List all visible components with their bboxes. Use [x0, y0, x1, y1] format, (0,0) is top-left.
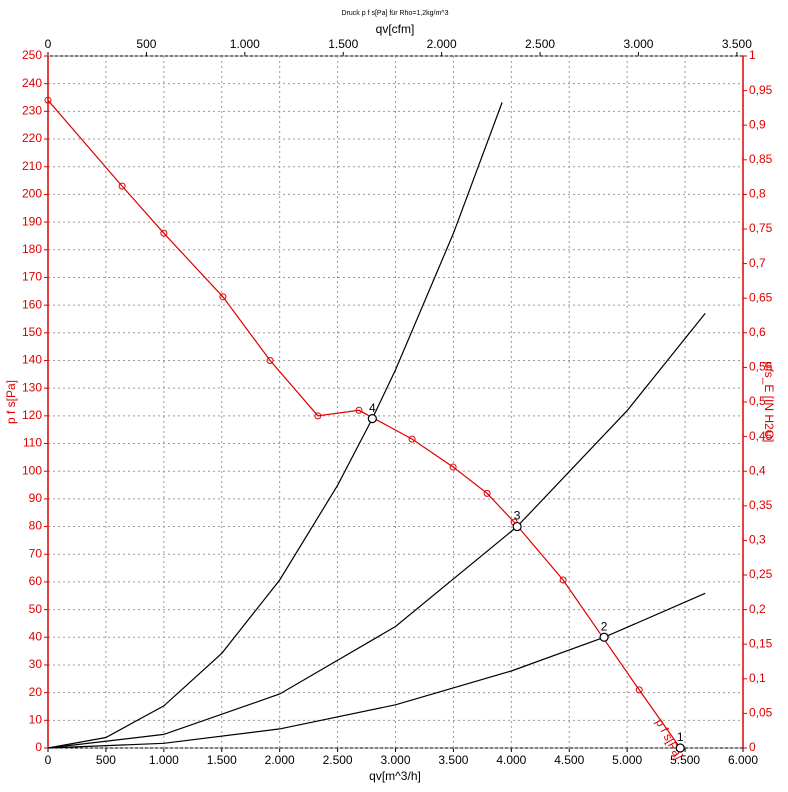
point-marker	[449, 463, 457, 471]
y-tick-label: 40	[29, 629, 43, 643]
y-tick-label: 180	[22, 242, 42, 256]
y-tick-label: 200	[22, 187, 42, 201]
y2-tick-label: 0,4	[749, 463, 766, 477]
y2-tick-label: 0,2	[749, 602, 766, 616]
series-line	[47, 102, 503, 749]
y2-tick-label: 0,15	[749, 636, 773, 650]
x-tick-label: 4.500	[554, 753, 584, 767]
series-line	[47, 99, 681, 749]
y2-axis-label: pfs_E [IN H2O]	[762, 362, 776, 443]
x2-tick-label: 3.000	[623, 37, 653, 51]
y-tick-label: 20	[29, 685, 43, 699]
x-tick-label: 2.500	[323, 753, 353, 767]
y2-tick-label: 0,75	[749, 221, 773, 235]
x2-tick-label: 1.000	[230, 37, 260, 51]
point-marker	[160, 229, 168, 237]
y2-tick-label: 0,6	[749, 325, 766, 339]
y-tick-label: 190	[22, 214, 42, 228]
x-tick-label: 1.500	[207, 753, 237, 767]
x-tick-label: 0	[45, 753, 52, 767]
x-tick-label: 5.000	[612, 753, 642, 767]
y-tick-label: 70	[29, 546, 43, 560]
y2-tick-label: 0,5	[749, 394, 766, 408]
y2-tick-label: 0,35	[749, 498, 773, 512]
y-tick-label: 80	[29, 519, 43, 533]
point-marker	[355, 406, 363, 414]
y2-tick-label: 0,65	[749, 290, 773, 304]
y-tick-label: 30	[29, 657, 43, 671]
y2-tick-label: 1	[749, 48, 756, 62]
x-axis-label: qv[m^3/h]	[369, 769, 421, 783]
y-tick-label: 240	[22, 76, 42, 90]
y2-tick-label: 0,8	[749, 187, 766, 201]
x2-axis-label: qv[cfm]	[376, 22, 415, 36]
y-tick-label: 230	[22, 104, 42, 118]
y-tick-label: 160	[22, 297, 42, 311]
x2-tick-label: 3.500	[722, 37, 752, 51]
y2-tick-label: 0,95	[749, 83, 773, 97]
chart-title: Druck p f s[Pa] für Rho=1,2kg/m^3	[342, 10, 449, 17]
point-marker	[219, 293, 227, 301]
y-tick-label: 120	[22, 408, 42, 422]
operating-point-label: 2	[601, 619, 608, 633]
y-tick-label: 130	[22, 380, 42, 394]
series-line	[47, 313, 706, 749]
y-tick-label: 150	[22, 325, 42, 339]
y-tick-label: 220	[22, 131, 42, 145]
operating-point-label: 1	[677, 730, 684, 744]
y2-tick-label: 0	[749, 740, 756, 754]
point-marker	[44, 96, 52, 104]
operating-point	[599, 632, 609, 642]
y2-tick-label: 0,05	[749, 706, 773, 720]
y-tick-label: 210	[22, 159, 42, 173]
point-marker	[118, 182, 126, 190]
y-axis-label: p f s[Pa]	[4, 380, 18, 424]
y-tick-label: 50	[29, 602, 43, 616]
point-marker	[266, 356, 274, 364]
y-tick-label: 60	[29, 574, 43, 588]
point-marker	[408, 435, 416, 443]
x-tick-label: 6.000	[728, 753, 758, 767]
operating-point	[367, 414, 377, 424]
operating-point-label: 3	[514, 509, 521, 523]
x2-tick-label: 2.000	[427, 37, 457, 51]
x2-tick-label: 0	[45, 37, 52, 51]
y2-tick-label: 0,3	[749, 533, 766, 547]
x2-tick-label: 500	[136, 37, 156, 51]
y-tick-label: 250	[22, 48, 42, 62]
y-tick-label: 100	[22, 463, 42, 477]
operating-point	[512, 521, 522, 532]
x-tick-label: 3.500	[438, 753, 468, 767]
y-tick-label: 110	[23, 436, 42, 450]
y2-tick-label: 0,1	[749, 671, 766, 685]
point-marker	[635, 686, 643, 694]
y2-tick-label: 0,7	[749, 256, 766, 270]
x-tick-label: 3.000	[380, 753, 410, 767]
y-tick-label: 10	[29, 712, 43, 726]
point-marker	[314, 412, 322, 420]
y-tick-label: 140	[22, 353, 42, 367]
x-tick-label: 5.500	[670, 753, 700, 767]
y2-tick-label: 0,25	[749, 567, 773, 581]
y-tick-label: 90	[29, 491, 43, 505]
y2-tick-label: 0,45	[749, 429, 773, 443]
point-marker	[483, 489, 491, 497]
x-tick-label: 500	[96, 753, 116, 767]
point-marker	[559, 576, 567, 584]
y2-tick-label: 0,85	[749, 152, 773, 166]
y2-tick-label: 0,55	[749, 360, 773, 374]
operating-point	[675, 743, 685, 753]
y-tick-label: 0	[35, 740, 42, 754]
x2-tick-label: 1.500	[328, 37, 358, 51]
y2-tick-label: 0,9	[749, 117, 766, 131]
x-tick-label: 2.000	[265, 753, 295, 767]
x2-tick-label: 2.500	[525, 37, 555, 51]
operating-point-label: 4	[369, 401, 376, 415]
y-tick-label: 170	[22, 270, 42, 284]
x-tick-label: 4.000	[496, 753, 526, 767]
x-tick-label: 1.000	[149, 753, 179, 767]
